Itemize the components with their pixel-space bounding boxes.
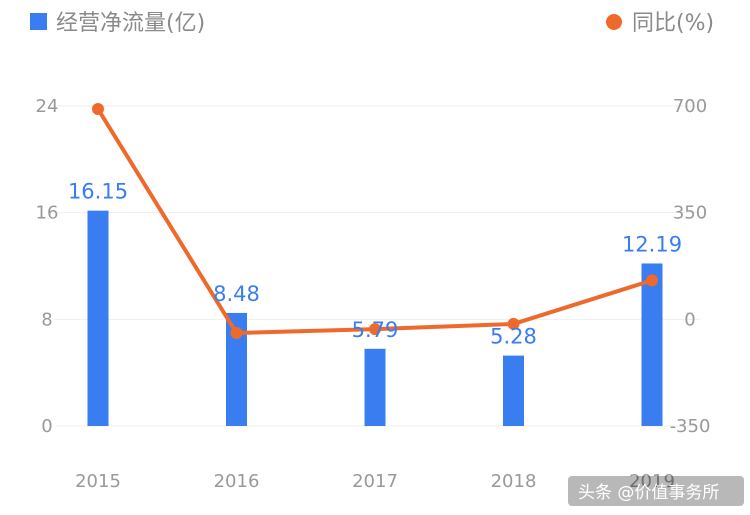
line-point [507, 317, 520, 330]
bar [226, 312, 247, 426]
bar-value-label: 5.28 [490, 325, 537, 349]
bar [641, 263, 663, 426]
right-tick-label: 350 [673, 203, 707, 224]
legend-line-swatch [606, 14, 622, 30]
line-point [230, 327, 243, 340]
legend-bar-swatch [30, 13, 47, 30]
watermark-background [568, 476, 744, 506]
left-tick-label: 16 [36, 203, 59, 224]
x-tick-label: 2019 [629, 471, 675, 492]
watermark: 头条 @价值事务所 [568, 476, 744, 506]
bar-value-label: 16.15 [68, 180, 128, 204]
right-tick-label: -350 [670, 416, 711, 437]
x-tick-label: 2017 [352, 471, 398, 492]
line-point [369, 323, 381, 336]
line-point [92, 103, 104, 116]
bar-series [87, 210, 663, 426]
legend-bar-label: 经营净流量(亿) [56, 11, 205, 36]
line-series [92, 103, 658, 340]
legend-line-label: 同比(%) [632, 11, 714, 36]
right-axis: -350 0 350 700 [670, 96, 711, 437]
x-axis: 2015 2016 2017 2018 2019 [75, 471, 675, 492]
bar-value-label: 8.48 [213, 282, 260, 306]
bar [87, 210, 109, 426]
legend: 经营净流量(亿) 同比(%) [30, 11, 714, 36]
left-tick-label: 24 [36, 96, 59, 117]
x-tick-label: 2015 [75, 471, 121, 492]
left-axis: 0 8 16 24 [36, 96, 59, 437]
right-tick-label: 0 [684, 309, 695, 330]
bar-data-labels: 16.15 8.48 5.79 5.28 12.19 [68, 180, 682, 349]
bar-value-label: 12.19 [622, 232, 682, 256]
watermark-text: 头条 @价值事务所 [578, 483, 719, 503]
x-tick-label: 2018 [491, 471, 537, 492]
bar-value-label: 5.79 [352, 318, 399, 342]
left-tick-label: 8 [41, 309, 52, 330]
line-path [96, 107, 653, 336]
x-tick-label: 2016 [214, 471, 260, 492]
bar [364, 348, 386, 426]
bar [503, 355, 524, 426]
line-point [646, 274, 658, 287]
left-tick-label: 0 [41, 416, 52, 437]
right-tick-label: 700 [673, 96, 707, 117]
